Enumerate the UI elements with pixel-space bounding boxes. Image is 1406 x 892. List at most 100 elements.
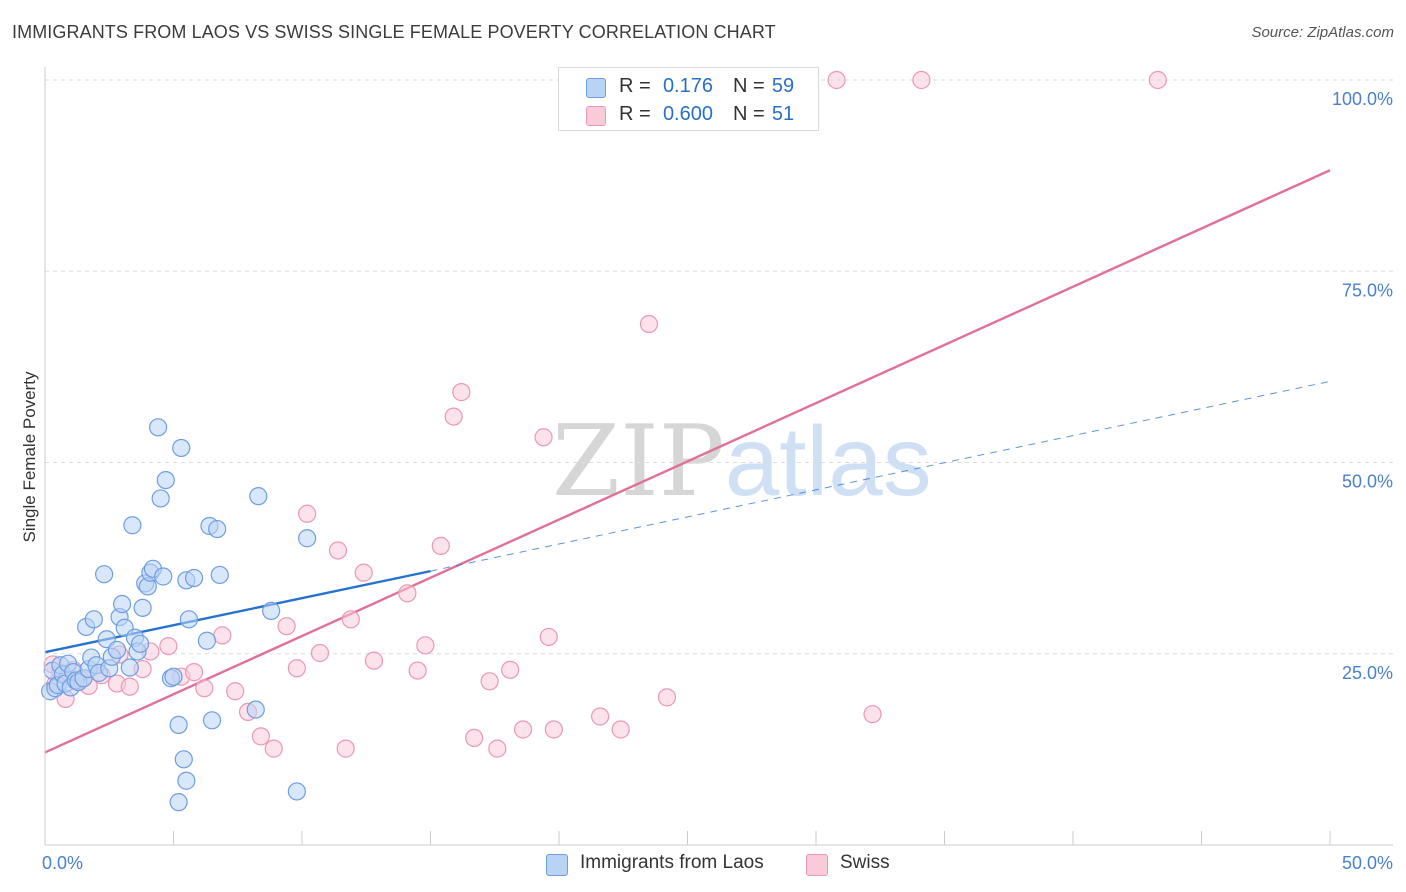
legend-swatch-laos bbox=[586, 78, 606, 98]
swiss-point bbox=[120, 677, 139, 696]
laos-point bbox=[154, 567, 173, 586]
swiss-trend-line bbox=[44, 169, 1331, 754]
swiss-point bbox=[251, 727, 270, 746]
swiss-point bbox=[863, 705, 882, 724]
laos-point bbox=[120, 658, 139, 677]
legend-r-label: R = bbox=[619, 103, 651, 125]
swiss-point bbox=[534, 428, 553, 447]
swiss-point bbox=[444, 407, 463, 426]
laos-point bbox=[208, 519, 227, 539]
laos-point bbox=[179, 610, 199, 629]
swiss-point bbox=[364, 651, 384, 670]
swiss-point bbox=[591, 707, 610, 726]
laos-point bbox=[84, 610, 103, 629]
y-tick-label-75: 75.0% bbox=[1342, 280, 1393, 300]
laos-point bbox=[107, 640, 127, 660]
swiss-point bbox=[544, 720, 563, 739]
swiss-point bbox=[513, 720, 533, 739]
legend-r-value: 0.176 bbox=[662, 75, 713, 97]
legend-swatch-swiss bbox=[586, 106, 606, 126]
chart-title: IMMIGRANTS FROM LAOS VS SWISS SINGLE FEM… bbox=[12, 22, 776, 42]
laos-trend-extension bbox=[430, 380, 1331, 572]
laos-point bbox=[156, 470, 175, 490]
laos-point bbox=[151, 489, 170, 508]
legend-n-label: N = bbox=[733, 103, 765, 125]
laos-point bbox=[174, 750, 193, 769]
y-axis-label: Single Female Poverty bbox=[20, 371, 39, 543]
legend-r-label: R = bbox=[619, 75, 651, 97]
x-tick-label-min: 0.0% bbox=[42, 853, 83, 873]
bottom-legend-swatch-swiss bbox=[806, 854, 828, 876]
swiss-point bbox=[336, 739, 355, 758]
laos-point bbox=[197, 631, 217, 650]
y-tick-label-100: 100.0% bbox=[1332, 89, 1393, 109]
laos-point bbox=[246, 700, 265, 719]
watermark-atlas: atlas bbox=[724, 406, 932, 516]
swiss-point bbox=[611, 720, 630, 739]
swiss-point bbox=[287, 659, 306, 678]
laos-point bbox=[262, 601, 281, 621]
legend-row-swiss: R = 0.600 N = 51 bbox=[559, 100, 818, 130]
swiss-point bbox=[827, 70, 846, 90]
x-tick-label-max: 50.0% bbox=[1342, 853, 1393, 873]
laos-point bbox=[184, 568, 204, 588]
swiss-point bbox=[657, 688, 677, 707]
laos-point bbox=[123, 516, 142, 535]
legend-n-value: 59 bbox=[771, 75, 795, 97]
laos-point bbox=[249, 487, 268, 506]
legend-row-laos: R = 0.176 N = 59 bbox=[559, 72, 818, 102]
laos-point bbox=[177, 771, 196, 790]
laos-point bbox=[287, 782, 306, 801]
laos-point bbox=[133, 598, 152, 617]
swiss-point bbox=[226, 682, 245, 701]
laos-point bbox=[169, 715, 188, 734]
legend-r-value: 0.600 bbox=[662, 103, 713, 125]
swiss-point bbox=[639, 314, 659, 334]
swiss-point bbox=[354, 563, 373, 582]
swiss-point bbox=[341, 610, 360, 629]
laos-point bbox=[172, 438, 191, 458]
swiss-point bbox=[465, 728, 484, 748]
swiss-point bbox=[328, 541, 348, 560]
swiss-point bbox=[398, 584, 417, 603]
laos-point bbox=[169, 793, 188, 812]
swiss-point bbox=[1148, 70, 1167, 90]
swiss-point bbox=[213, 626, 232, 645]
swiss-point bbox=[431, 536, 450, 555]
laos-point bbox=[202, 711, 222, 730]
correlation-legend: R = 0.176 N = 59 R = 0.600 N = 51 bbox=[558, 67, 819, 131]
swiss-point bbox=[159, 636, 178, 656]
legend-n-label: N = bbox=[733, 75, 765, 97]
swiss-point bbox=[264, 739, 283, 758]
tick-labels: 25.0% 50.0% 75.0% 100.0% 0.0% 50.0% bbox=[42, 89, 1393, 873]
laos-point bbox=[130, 634, 150, 653]
bottom-legend-label-laos: Immigrants from Laos bbox=[580, 852, 764, 873]
swiss-point bbox=[539, 627, 558, 647]
swiss-point bbox=[277, 617, 296, 636]
swiss-point bbox=[298, 504, 317, 523]
swiss-point bbox=[488, 739, 507, 758]
axes bbox=[44, 67, 1393, 846]
laos-point bbox=[148, 418, 168, 437]
laos-point bbox=[95, 565, 114, 584]
legend-n-value: 51 bbox=[771, 103, 795, 125]
swiss-point bbox=[480, 672, 499, 691]
laos-point bbox=[164, 667, 183, 686]
swiss-point bbox=[310, 643, 330, 663]
swiss-point bbox=[408, 661, 427, 680]
swiss-point bbox=[501, 660, 520, 679]
swiss-points bbox=[43, 70, 1167, 758]
laos-point bbox=[112, 594, 132, 614]
bottom-legend-swatch-laos bbox=[546, 854, 568, 876]
swiss-point bbox=[912, 70, 931, 90]
swiss-point bbox=[184, 663, 204, 682]
swiss-point bbox=[452, 383, 471, 402]
swiss-point bbox=[416, 636, 435, 655]
laos-point bbox=[298, 529, 317, 548]
grid-lines bbox=[45, 79, 1393, 655]
y-tick-label-50: 50.0% bbox=[1342, 472, 1393, 492]
y-tick-label-25: 25.0% bbox=[1342, 663, 1393, 683]
swiss-point bbox=[195, 679, 214, 698]
laos-points bbox=[41, 418, 317, 812]
